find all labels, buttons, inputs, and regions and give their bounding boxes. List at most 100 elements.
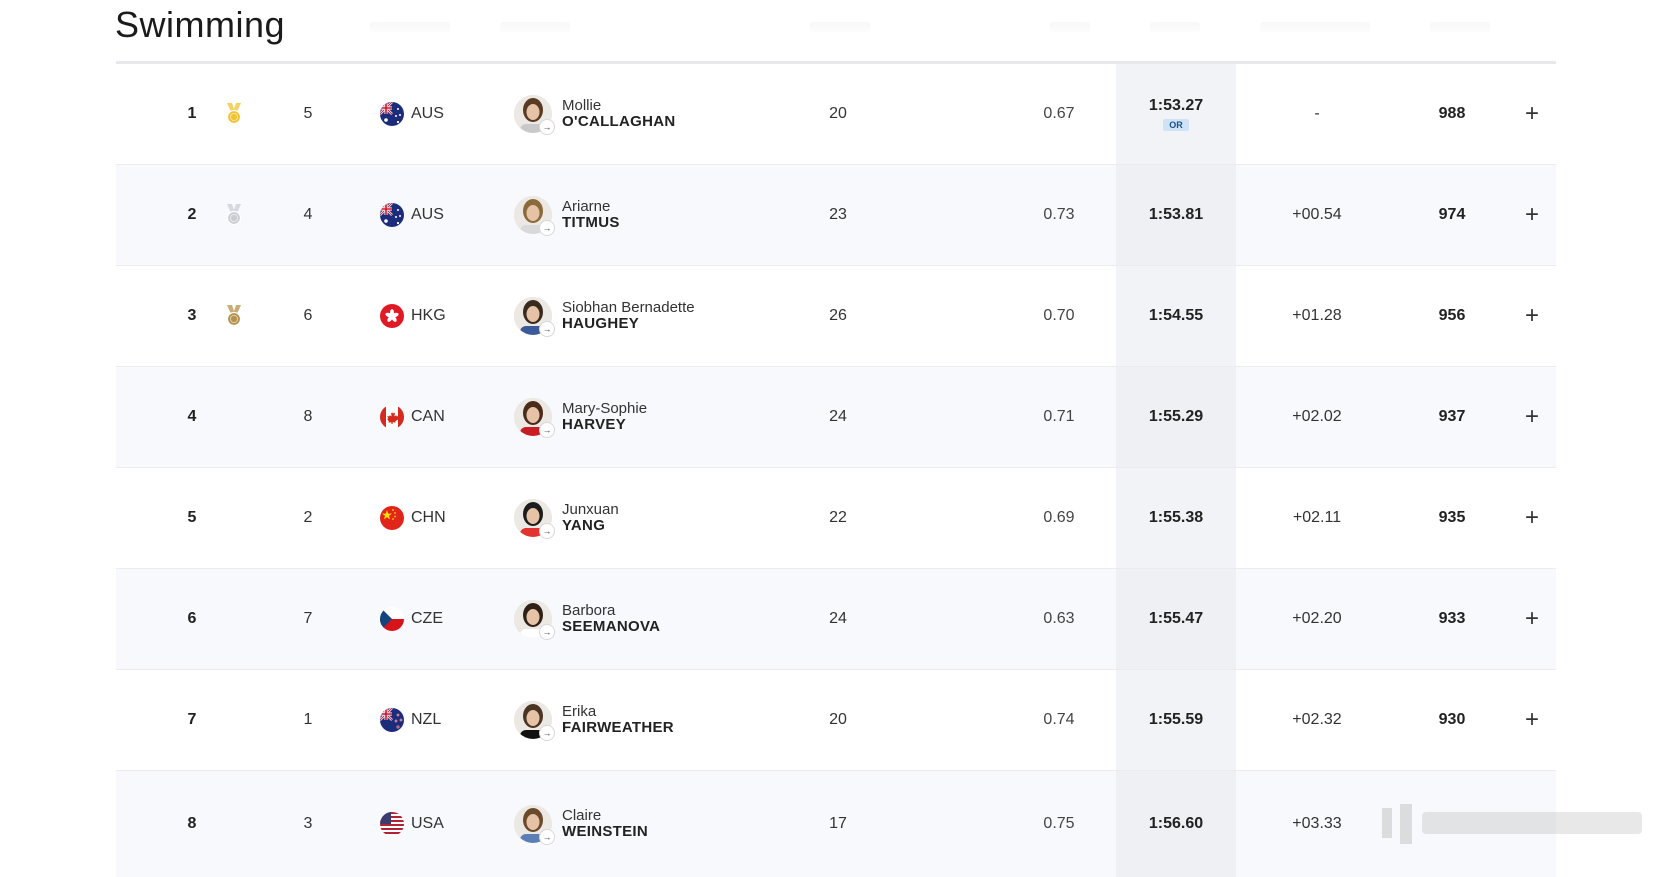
medal-cell-empty — [220, 367, 248, 467]
expand-row-button[interactable]: + — [1524, 605, 1539, 632]
flag-new-zealand-icon — [380, 708, 404, 732]
age-cell: 20 — [829, 105, 847, 122]
arrow-right-icon: → — [539, 725, 555, 741]
athlete-given-name: Mollie — [562, 97, 602, 114]
reaction-time-cell: 0.70 — [1043, 307, 1075, 324]
reaction-time-cell: 0.75 — [1043, 815, 1075, 832]
athlete-family-name: O'CALLAGHAN — [562, 113, 676, 130]
age-cell: 20 — [829, 711, 847, 728]
athlete-cell[interactable]: → Mollie O'CALLAGHAN — [514, 64, 774, 164]
noc-cell: NZL — [380, 670, 490, 770]
reaction-time-cell: 0.67 — [1043, 105, 1075, 122]
medal-cell-empty — [220, 670, 248, 770]
athlete-given-name: Junxuan — [562, 501, 619, 518]
points-cell: 988 — [1438, 105, 1466, 122]
noc-cell: CZE — [380, 569, 490, 669]
athlete-cell[interactable]: → Claire WEINSTEIN — [514, 771, 774, 877]
reaction-time-cell: 0.69 — [1043, 509, 1075, 526]
lane-cell: 4 — [303, 206, 313, 223]
table-row[interactable]: 2 4 AUS → Ariarne TITMUS 23 0.73 1:53.81… — [116, 165, 1556, 266]
athlete-given-name: Erika — [562, 703, 597, 720]
table-row[interactable]: 3 6 HKG → Siobhan Bernadette HAUGHEY 26 … — [116, 266, 1556, 367]
athlete-given-name: Barbora — [562, 602, 616, 619]
table-row[interactable]: 8 3 USA → Claire WEINSTEIN 17 0.75 1:56.… — [116, 771, 1556, 877]
flag-canada-icon — [380, 405, 404, 429]
time-behind-cell: +02.11 — [1292, 509, 1342, 526]
athlete-cell[interactable]: → Mary-Sophie HARVEY — [514, 367, 774, 467]
flag-china-icon — [380, 506, 404, 530]
noc-cell: AUS — [380, 165, 490, 265]
flag-australia-icon — [380, 102, 404, 126]
result-time-cell: 1:55.47 — [1116, 569, 1236, 669]
expand-row-button[interactable]: + — [1524, 302, 1539, 329]
time-behind-cell: +02.02 — [1292, 408, 1342, 425]
lane-cell: 8 — [303, 408, 313, 425]
record-badge: OR — [1163, 119, 1189, 131]
athlete-avatar[interactable]: → — [514, 95, 555, 135]
athlete-avatar[interactable]: → — [514, 805, 555, 845]
result-time: 1:53.81 — [1148, 206, 1204, 223]
expand-row-button[interactable]: + — [1524, 403, 1539, 430]
athlete-avatar[interactable]: → — [514, 196, 555, 236]
time-behind-cell: +02.20 — [1292, 610, 1342, 627]
silver-medal-icon — [220, 165, 248, 265]
table-row[interactable]: 6 7 CZE → Barbora SEEMANOVA 24 0.63 1:55… — [116, 569, 1556, 670]
athlete-cell[interactable]: → Ariarne TITMUS — [514, 165, 774, 265]
age-cell: 24 — [829, 610, 847, 627]
medal-cell-empty — [220, 569, 248, 669]
arrow-right-icon: → — [539, 119, 555, 135]
header-divider — [116, 61, 1556, 64]
athlete-family-name: HARVEY — [562, 416, 627, 433]
noc-code: AUS — [411, 206, 444, 223]
lane-cell: 2 — [303, 509, 313, 526]
rank-cell: 1 — [187, 105, 197, 122]
result-time: 1:53.27 — [1148, 97, 1204, 114]
points-cell: 937 — [1438, 408, 1466, 425]
athlete-avatar[interactable]: → — [514, 297, 555, 337]
table-row[interactable]: 4 8 CAN → Mary-Sophie HARVEY 24 0.71 1:5… — [116, 367, 1556, 468]
expand-row-button[interactable]: + — [1524, 706, 1539, 733]
result-time: 1:55.29 — [1148, 408, 1204, 425]
points-cell: 974 — [1438, 206, 1466, 223]
noc-code: NZL — [411, 711, 442, 728]
result-time-cell: 1:54.55 — [1116, 266, 1236, 366]
flag-usa-icon — [380, 812, 404, 836]
points-cell: 935 — [1438, 509, 1466, 526]
athlete-cell[interactable]: → Siobhan Bernadette HAUGHEY — [514, 266, 774, 366]
athlete-cell[interactable]: → Barbora SEEMANOVA — [514, 569, 774, 669]
reaction-time-cell: 0.63 — [1043, 610, 1075, 627]
flag-czechia-icon — [380, 607, 404, 631]
bronze-medal-icon — [220, 266, 248, 366]
table-row[interactable]: 5 2 CHN → Junxuan YANG 22 0.69 1:55.38 +… — [116, 468, 1556, 569]
athlete-cell[interactable]: → Junxuan YANG — [514, 468, 774, 568]
noc-cell: HKG — [380, 266, 490, 366]
athlete-avatar[interactable]: → — [514, 499, 555, 539]
athlete-given-name: Siobhan Bernadette — [562, 299, 695, 316]
reaction-time-cell: 0.71 — [1043, 408, 1075, 425]
athlete-cell[interactable]: → Erika FAIRWEATHER — [514, 670, 774, 770]
noc-code: CAN — [411, 408, 445, 425]
table-row[interactable]: 1 5 AUS → Mollie O'CALLAGHAN 20 0.67 1:5… — [116, 64, 1556, 165]
age-cell: 22 — [829, 509, 847, 526]
result-time: 1:55.38 — [1148, 509, 1204, 526]
column-header-name — [500, 22, 570, 32]
time-behind-cell: +03.33 — [1292, 815, 1342, 832]
athlete-given-name: Mary-Sophie — [562, 400, 648, 417]
lane-cell: 5 — [303, 105, 313, 122]
athlete-avatar[interactable]: → — [514, 398, 555, 438]
flag-hong-kong-icon — [380, 304, 404, 328]
athlete-family-name: HAUGHEY — [562, 315, 640, 332]
athlete-given-name: Ariarne — [562, 198, 611, 215]
table-row[interactable]: 7 1 NZL → Erika FAIRWEATHER 20 0.74 1:55… — [116, 670, 1556, 771]
expand-row-button[interactable]: + — [1524, 201, 1539, 228]
medal-cell-empty — [220, 468, 248, 568]
athlete-avatar[interactable]: → — [514, 600, 555, 640]
expand-row-button[interactable]: + — [1524, 504, 1539, 531]
noc-cell: CAN — [380, 367, 490, 467]
noc-code: CHN — [411, 509, 446, 526]
athlete-avatar[interactable]: → — [514, 701, 555, 741]
time-behind-cell: +02.32 — [1292, 711, 1342, 728]
athlete-family-name: TITMUS — [562, 214, 620, 231]
expand-row-button[interactable]: + — [1524, 100, 1539, 127]
flag-australia-icon — [380, 203, 404, 227]
